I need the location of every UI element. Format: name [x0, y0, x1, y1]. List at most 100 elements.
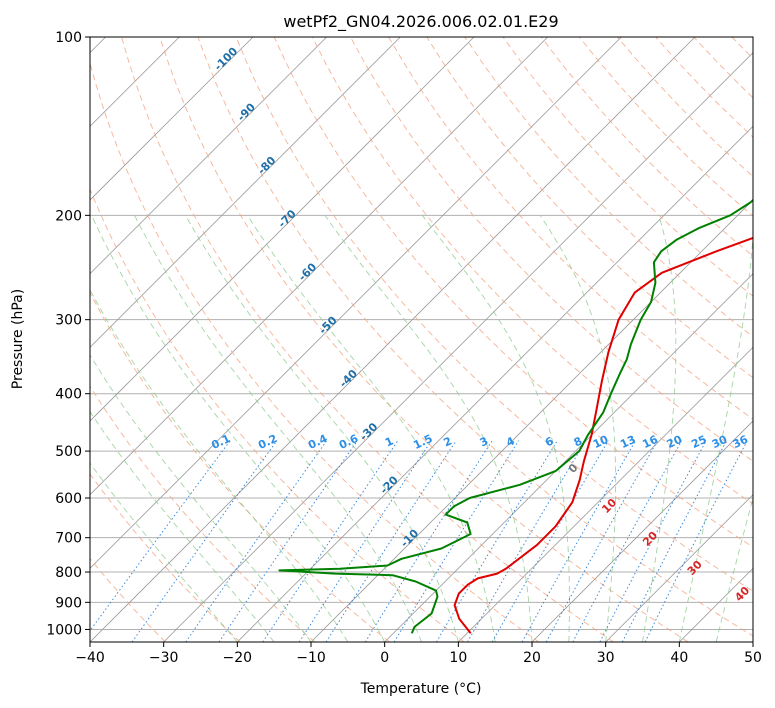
isotherm-line: [679, 567, 753, 642]
x-tick-label: −40: [75, 650, 105, 666]
isotherm-label: -60: [296, 260, 319, 283]
mixing-ratio-label: 0.4: [306, 432, 329, 452]
dry-adiabat: [121, 37, 614, 642]
dry-adiabat: [578, 37, 753, 217]
y-tick-label: 1000: [46, 622, 82, 638]
dry-adiabat: [464, 37, 753, 338]
moist-adiabat-label: 30: [685, 558, 705, 578]
isotherm-line: [752, 641, 753, 642]
x-tick-label: 20: [523, 650, 541, 666]
moist-adiabat: [539, 215, 617, 642]
moist-adiabat: [421, 215, 570, 642]
chart-title: wetPf2_GN04.2026.006.02.01.E29: [283, 12, 558, 32]
moist-adiabat: [134, 215, 422, 642]
dry-adiabat: [90, 188, 465, 642]
dry-adiabat: [90, 61, 540, 642]
y-tick-label: 700: [55, 531, 82, 547]
x-tick-label: −30: [149, 650, 179, 666]
mixing-ratio-line: [90, 440, 231, 632]
moist-adiabat: [185, 215, 459, 642]
isotherm-line: [90, 37, 401, 348]
moist-adiabat: [324, 215, 533, 642]
dry-adiabat: [235, 37, 753, 592]
dry-adiabat: [311, 37, 753, 505]
isotherm-label: -80: [255, 154, 278, 177]
isotherm-line: [237, 125, 753, 642]
dry-adiabat: [655, 37, 753, 138]
dry-adiabat: [388, 37, 753, 420]
mixing-ratio-label: 6: [543, 434, 556, 449]
moist-adiabat: [90, 354, 312, 642]
dry-adiabat: [770, 37, 775, 642]
mixing-ratio-line: [435, 440, 558, 642]
isotherm-line: [531, 420, 753, 642]
y-tick-label: 900: [55, 595, 82, 611]
mixing-ratio-label: 20: [665, 433, 685, 451]
mixing-ratio-label: 13: [618, 433, 637, 451]
isotherm-line: [458, 346, 753, 642]
isotherm-line: [90, 37, 696, 642]
dry-adiabat: [693, 37, 753, 99]
y-tick-label: 300: [55, 313, 82, 329]
y-tick-label: 100: [55, 30, 82, 46]
mixing-ratio-line: [467, 440, 587, 642]
moist-adiabat: [678, 230, 753, 642]
mixing-ratio-line: [262, 440, 399, 642]
mixing-ratio-line: [621, 440, 728, 642]
isotherm-label: -90: [235, 100, 258, 123]
dewpoint-profile: [278, 198, 753, 634]
mixing-ratio-line: [218, 440, 358, 642]
moist-adiabat: [90, 462, 238, 642]
mixing-ratio-line: [364, 440, 493, 642]
isotherm-line: [90, 37, 548, 496]
dry-adiabat: [90, 385, 315, 642]
mixing-ratio-line: [491, 440, 609, 642]
isotherm-line: [384, 273, 753, 642]
x-tick-label: −10: [296, 650, 326, 666]
moist-adiabat: [90, 410, 275, 642]
mixing-ratio-line: [393, 440, 520, 642]
plot-frame: [89, 36, 754, 643]
isotherm-label: -30: [357, 420, 380, 443]
mixing-ratio-line: [521, 440, 637, 642]
isotherm-label: -10: [398, 527, 421, 550]
mixing-ratio-label: 36: [731, 433, 751, 451]
dry-adiabat: [273, 37, 753, 548]
x-tick-label: 30: [597, 650, 615, 666]
mixing-ratio-label: 10: [591, 433, 611, 451]
isotherm-label: -20: [378, 473, 401, 496]
y-tick-label: 500: [55, 444, 82, 460]
moist-adiabat: [642, 215, 677, 642]
isotherm-line: [90, 37, 475, 422]
mixing-ratio-line: [298, 440, 432, 642]
mixing-ratio-line: [131, 440, 278, 642]
isotherm-label: -100: [212, 44, 241, 73]
y-tick-label: 400: [55, 387, 82, 403]
y-tick-label: 200: [55, 208, 82, 224]
x-axis-label: Temperature (°C): [360, 681, 482, 697]
mixing-ratio-line: [325, 440, 457, 642]
dry-adiabat: [426, 37, 753, 379]
isotherm-label: -40: [337, 367, 360, 390]
mixing-ratio-label: 1: [383, 434, 395, 449]
y-tick-label: 800: [55, 565, 82, 581]
x-tick-label: 10: [449, 650, 467, 666]
mixing-ratio-line: [572, 440, 683, 642]
mixing-ratio-label: 16: [640, 433, 660, 451]
mixing-ratio-label: 30: [710, 433, 730, 451]
mixing-ratio-label: 0.1: [209, 432, 232, 452]
moist-adiabat-label: 40: [732, 584, 752, 604]
x-tick-label: 0: [380, 650, 389, 666]
mixing-ratio-line: [644, 440, 748, 642]
dry-adiabat: [502, 37, 753, 297]
isotherm-line: [605, 494, 753, 642]
dry-adiabat: [90, 291, 390, 642]
x-tick-label: 40: [670, 650, 688, 666]
isotherm-label: -70: [276, 207, 299, 230]
dry-adiabat: [197, 37, 753, 637]
x-tick-label: 50: [744, 650, 762, 666]
y-axis-label: Pressure (hPa): [10, 289, 26, 389]
moist-adiabat: [91, 215, 386, 642]
x-tick-label: −20: [223, 650, 253, 666]
